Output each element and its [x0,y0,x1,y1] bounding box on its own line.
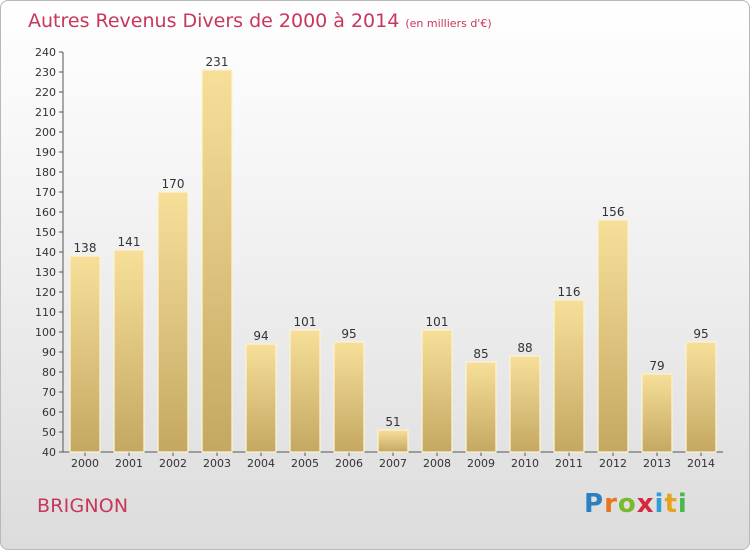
bar-2003 [201,69,233,453]
y-tick-label: 170 [35,186,56,199]
y-tick-label: 70 [42,386,56,399]
data-label-2010: 88 [517,341,532,355]
bar-2000 [69,255,101,453]
y-tick-label: 110 [35,306,56,319]
y-tick-label: 220 [35,86,56,99]
x-tick-label-2009: 2009 [467,457,495,470]
x-tick-label-2013: 2013 [643,457,671,470]
data-label-2013: 79 [649,359,664,373]
x-tick-label-2007: 2007 [379,457,407,470]
bar-2002 [157,191,189,453]
y-tick-label: 160 [35,206,56,219]
y-tick-label: 60 [42,406,56,419]
data-label-2008: 101 [426,315,449,329]
bar-2010 [509,355,541,453]
x-tick-label-2006: 2006 [335,457,363,470]
chart-bars: 138 141 170 231 94 101 95 51 101 85 88 116 156 79 95 [69,55,717,453]
chart-title-text: Autres Revenus Divers de 2000 à 2014 [28,10,400,32]
y-tick-label: 150 [35,226,56,239]
data-label-2014: 95 [693,327,708,341]
y-tick-label: 120 [35,286,56,299]
y-tick-label: 50 [42,426,56,439]
logo-letter: i [654,489,665,519]
x-tick-label-2008: 2008 [423,457,451,470]
bar-2009 [465,361,497,453]
data-label-2012: 156 [602,205,625,219]
x-tick-label-2014: 2014 [687,457,715,470]
bar-2007 [377,429,409,453]
x-tick-label-2000: 2000 [71,457,99,470]
y-tick-label: 40 [42,446,56,459]
logo-letter: P [584,489,605,519]
logo-letter: i [677,489,688,519]
data-label-2011: 116 [558,285,581,299]
y-tick-label: 230 [35,66,56,79]
proxiti-logo: Proxiti [584,489,688,519]
y-tick-label: 80 [42,366,56,379]
chart-title-unit: (en milliers d'€) [405,17,492,30]
y-tick-label: 90 [42,346,56,359]
logo-letter: x [636,489,655,519]
x-tick-label-2002: 2002 [159,457,187,470]
commune-name: BRIGNON [37,495,129,517]
data-label-2002: 170 [162,177,185,191]
y-tick-label: 140 [35,246,56,259]
chart-title: Autres Revenus Divers de 2000 à 2014 (en … [28,10,492,32]
data-label-2005: 101 [294,315,317,329]
x-tick-label-2005: 2005 [291,457,319,470]
bar-2013 [641,373,673,453]
y-tick-label: 190 [35,146,56,159]
data-label-2003: 231 [206,55,229,69]
bar-2005 [289,329,321,453]
logo-letter: o [617,489,637,519]
x-tick-label-2004: 2004 [247,457,275,470]
y-tick-label: 180 [35,166,56,179]
data-label-2007: 51 [385,415,400,429]
data-label-2009: 85 [473,347,488,361]
logo-letter: r [604,489,618,519]
bar-2011 [553,299,585,453]
x-tick-label-2003: 2003 [203,457,231,470]
data-label-2001: 141 [118,235,141,249]
y-tick-label: 130 [35,266,56,279]
y-tick-label: 200 [35,126,56,139]
x-tick-label-2011: 2011 [555,457,583,470]
bar-2006 [333,341,365,453]
x-tick-label-2010: 2010 [511,457,539,470]
data-label-2004: 94 [253,329,268,343]
bar-2001 [113,249,145,453]
y-tick-label: 210 [35,106,56,119]
logo-letter: t [664,489,678,519]
bar-2012 [597,219,629,453]
x-tick-label-2001: 2001 [115,457,143,470]
y-tick-label: 100 [35,326,56,339]
y-tick-label: 240 [35,46,56,59]
data-label-2000: 138 [74,241,97,255]
bar-2008 [421,329,453,453]
x-tick-label-2012: 2012 [599,457,627,470]
data-label-2006: 95 [341,327,356,341]
bar-2014 [685,341,717,453]
bar-2004 [245,343,277,453]
